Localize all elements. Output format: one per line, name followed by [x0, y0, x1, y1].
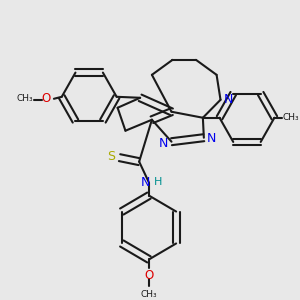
Text: O: O: [144, 269, 154, 282]
Text: H: H: [154, 177, 162, 187]
Text: N: N: [224, 93, 233, 106]
Text: CH₃: CH₃: [141, 290, 157, 299]
Text: CH₃: CH₃: [283, 113, 299, 122]
Text: CH₃: CH₃: [16, 94, 33, 103]
Text: N: N: [207, 132, 216, 145]
Text: N: N: [159, 137, 168, 150]
Text: S: S: [107, 150, 115, 163]
Text: O: O: [41, 92, 51, 105]
Text: N: N: [140, 176, 150, 189]
